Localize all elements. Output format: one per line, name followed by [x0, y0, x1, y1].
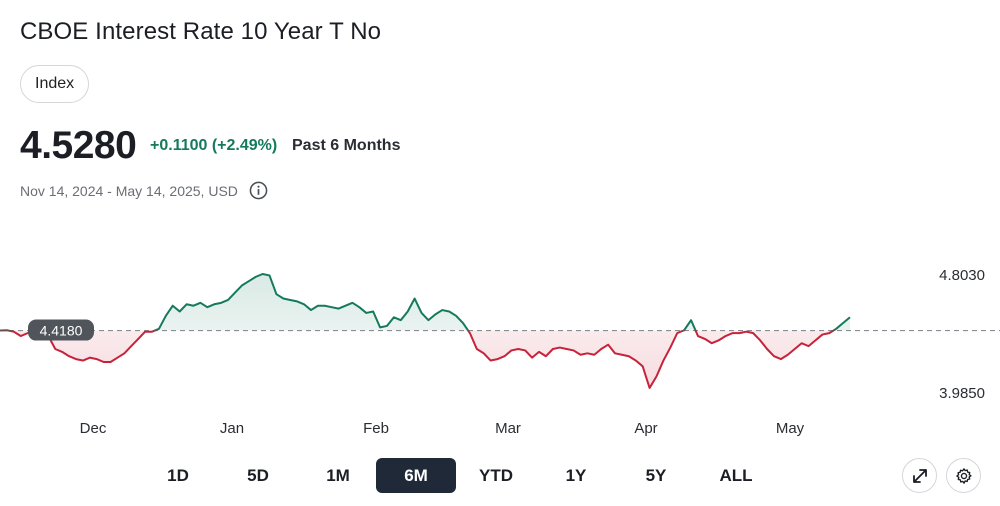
page-title: CBOE Interest Rate 10 Year T No	[20, 18, 382, 45]
range-all-button[interactable]: ALL	[696, 458, 776, 493]
current-price: 4.5280	[20, 124, 137, 167]
range-1m-button[interactable]: 1M	[298, 458, 378, 493]
x-tick-label: Feb	[363, 420, 389, 437]
date-range: Nov 14, 2024 - May 14, 2025, USD	[20, 183, 238, 199]
series-line-up	[0, 272, 851, 331]
x-tick-label: Dec	[80, 420, 107, 437]
baseline-label-bg	[28, 319, 94, 341]
change-period: Past 6 Months	[292, 137, 401, 154]
range-1d-button[interactable]: 1D	[138, 458, 218, 493]
area-above-baseline	[0, 273, 850, 331]
info-icon[interactable]	[249, 181, 268, 200]
range-6m-button[interactable]: 6M	[376, 458, 456, 493]
expand-icon	[912, 468, 927, 483]
area-below-baseline	[0, 330, 850, 388]
range-ytd-button[interactable]: YTD	[456, 458, 536, 493]
range-5d-button[interactable]: 5D	[218, 458, 298, 493]
price-change: +0.1100 (+2.49%)	[150, 137, 278, 154]
expand-button[interactable]	[902, 458, 937, 493]
x-tick-label: May	[776, 420, 805, 437]
price-chart[interactable]: 4.4180 4.8030 3.9850 Dec Jan Feb Mar Apr May	[0, 240, 1000, 445]
index-tag[interactable]: Index	[20, 65, 90, 103]
y-tick-label: 4.8030	[939, 267, 985, 284]
x-tick-label: Apr	[634, 420, 657, 437]
x-tick-label: Jan	[220, 420, 244, 437]
y-tick-label: 3.9850	[939, 385, 985, 402]
range-1y-button[interactable]: 1Y	[536, 458, 616, 493]
series-line-down	[0, 330, 836, 389]
gear-icon	[955, 467, 972, 484]
x-tick-label: Mar	[495, 420, 521, 437]
range-5y-button[interactable]: 5Y	[616, 458, 696, 493]
settings-button[interactable]	[946, 458, 981, 493]
baseline-label: 4.4180	[40, 323, 83, 339]
